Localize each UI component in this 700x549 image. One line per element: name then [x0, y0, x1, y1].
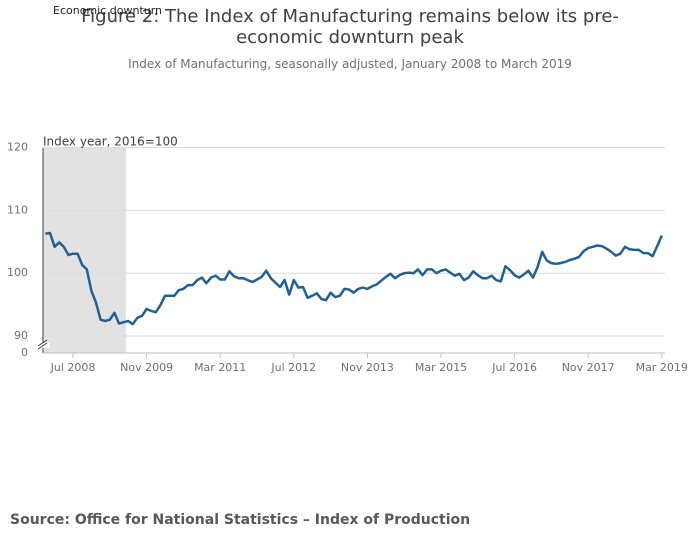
- line: [45, 231, 663, 326]
- y-tick-label: 120: [7, 141, 28, 154]
- y-tick-label: 100: [7, 266, 28, 279]
- x-tick-label: Jul 2008: [50, 361, 96, 374]
- x-tick-label: Jul 2012: [270, 361, 316, 374]
- shaded-region: [43, 148, 126, 353]
- x-tick-label: Mar 2011: [194, 361, 246, 374]
- x-tick-label: Jul 2016: [491, 361, 537, 374]
- chart-title: Figure 2: The Index of Manufacturing rem…: [81, 6, 619, 48]
- x-tick-label: Mar 2019: [636, 361, 688, 374]
- y-break-label: 0: [21, 346, 28, 359]
- axis-break: [37, 342, 48, 350]
- y-tick-label: 110: [7, 203, 28, 216]
- x-tick-label: Nov 2009: [120, 361, 173, 374]
- source-note: Source: Office for National Statistics –…: [10, 512, 471, 528]
- y-tick-label: 90: [14, 329, 28, 342]
- shade-label: Economic downturn: [53, 4, 162, 17]
- y-axis-label: Index year, 2016=100: [43, 135, 178, 149]
- x-tick-label: Nov 2013: [341, 361, 394, 374]
- axis-break: [37, 339, 48, 347]
- x-tick-label: Nov 2017: [562, 361, 615, 374]
- x-tick-label: Mar 2015: [415, 361, 467, 374]
- chart-subtitle: Index of Manufacturing, seasonally adjus…: [128, 57, 572, 71]
